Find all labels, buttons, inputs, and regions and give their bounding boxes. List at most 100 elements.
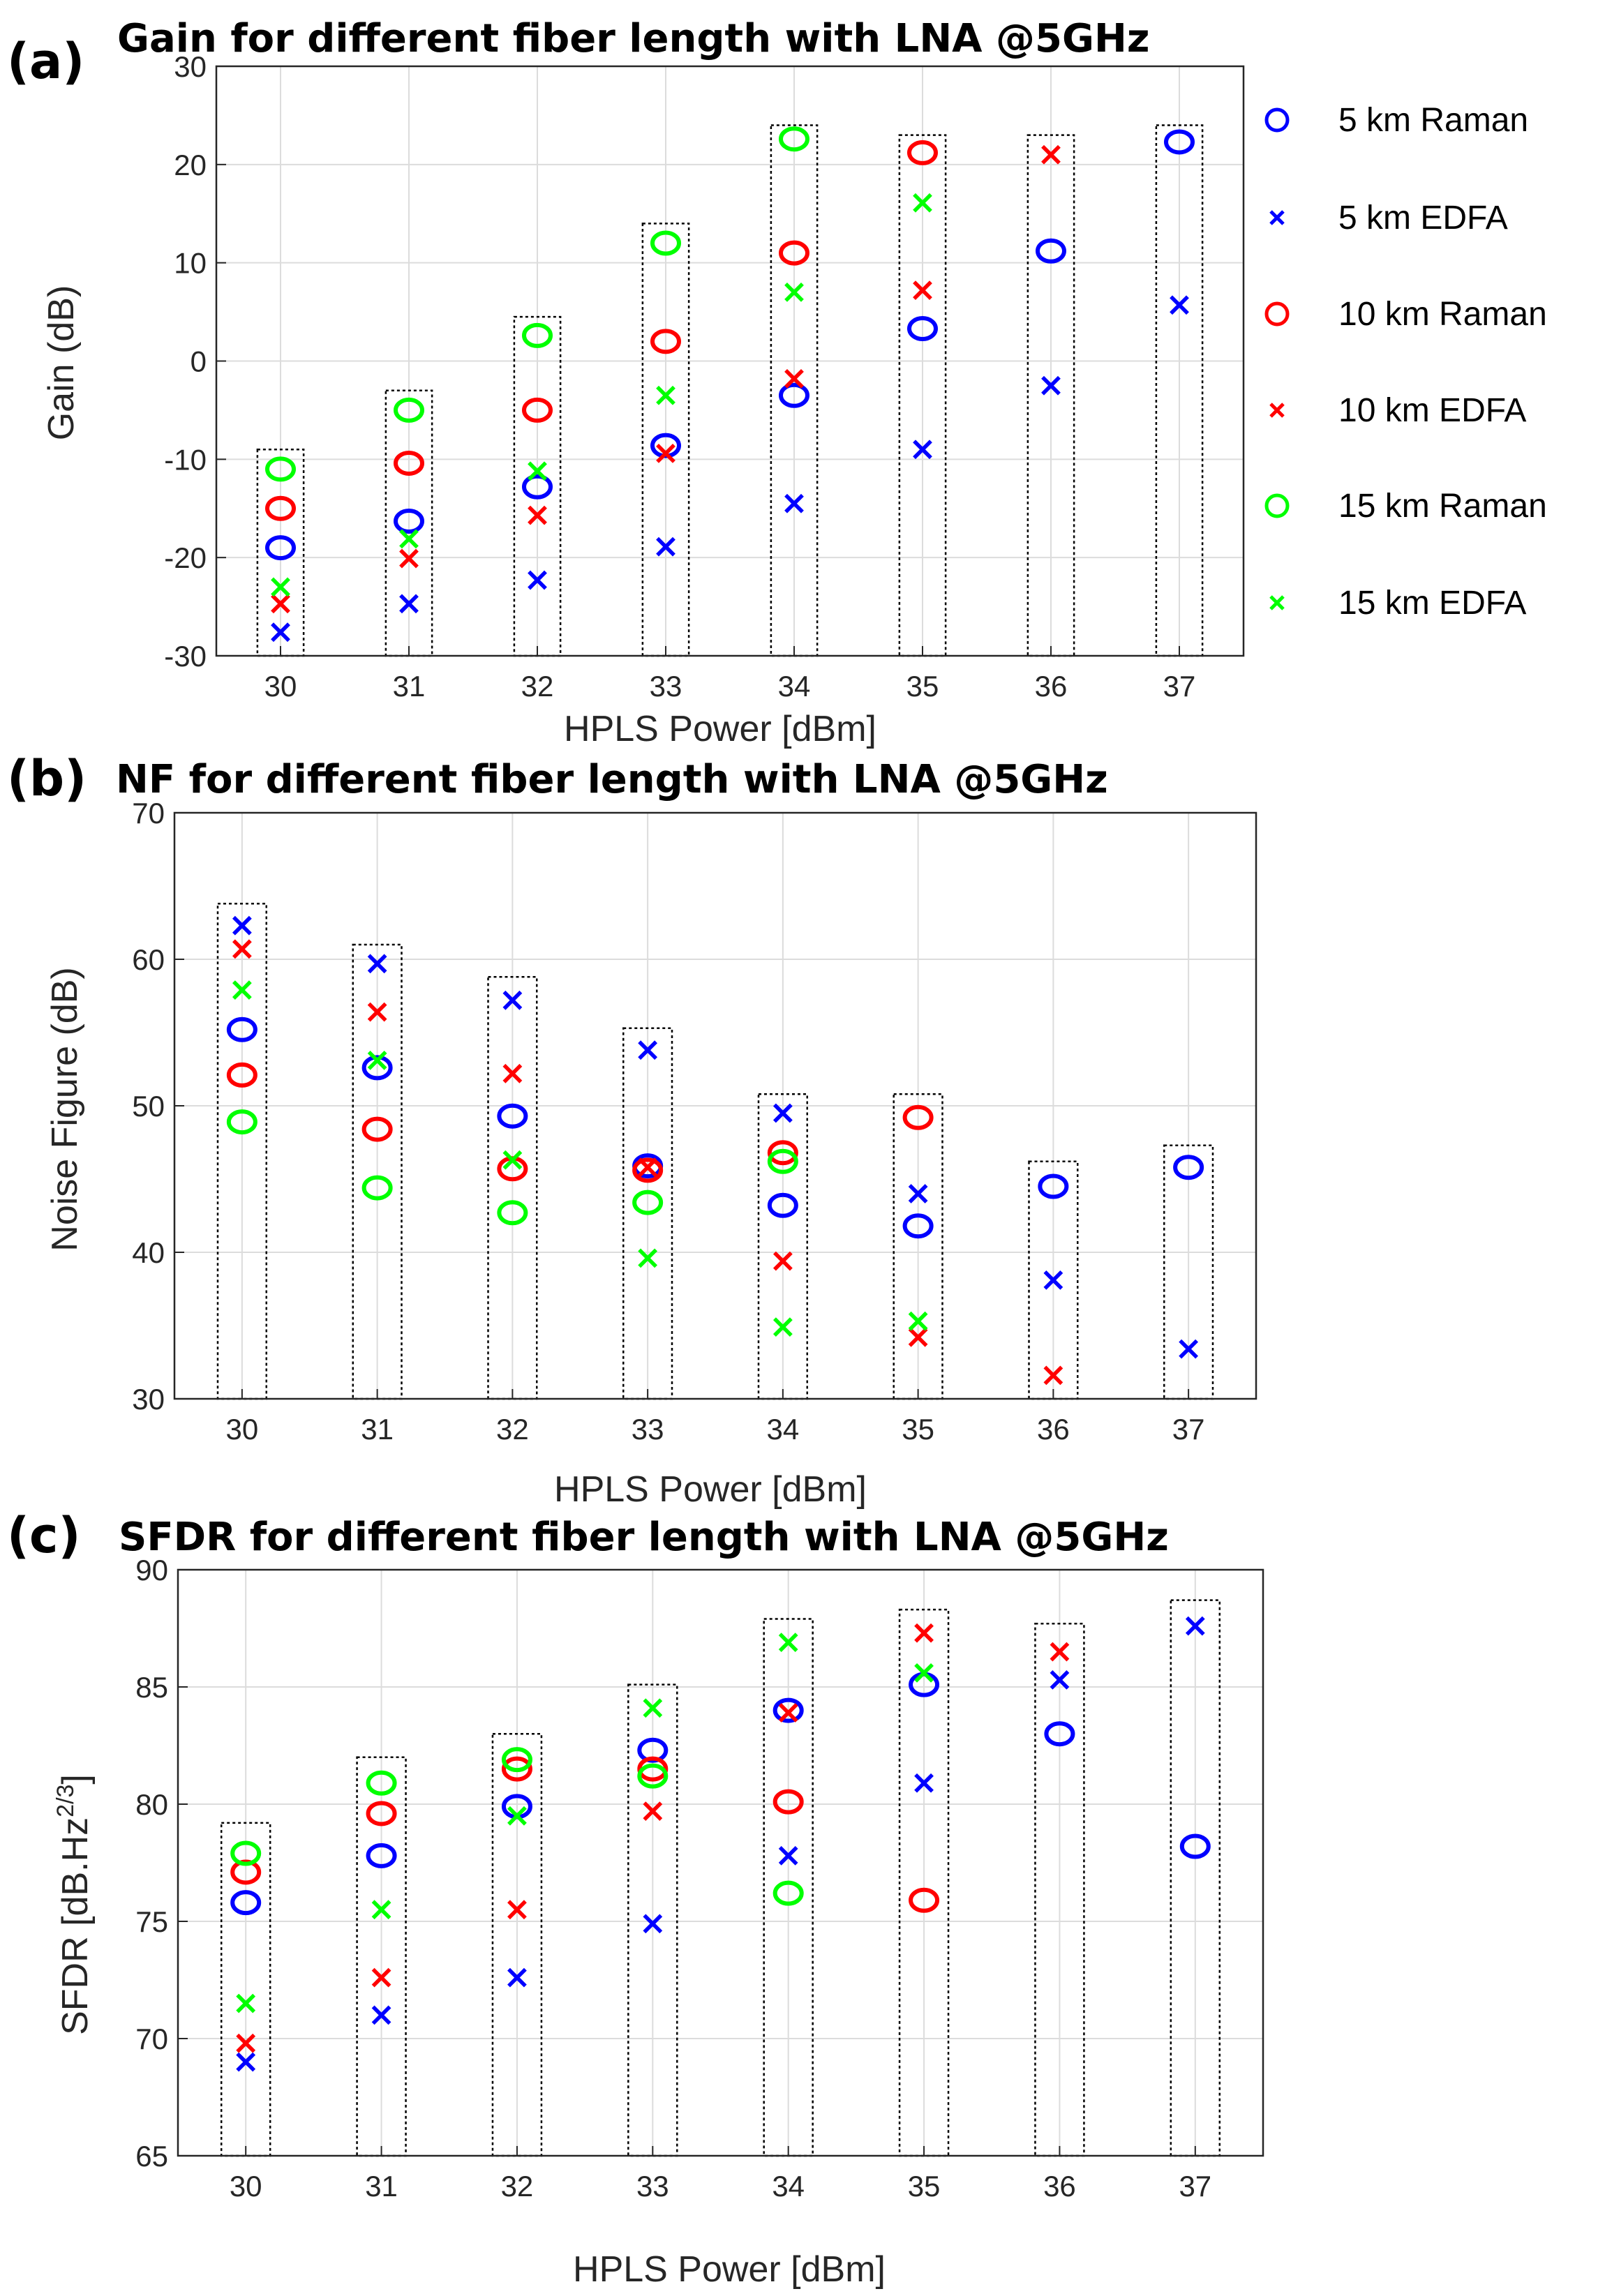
group-box-35 — [893, 1093, 943, 1400]
data-point-5-km-raman — [902, 1213, 934, 1239]
x-tick-label: 31 — [365, 2170, 398, 2203]
data-point-15-km-edfa — [656, 385, 675, 405]
data-point-10-km-raman — [522, 397, 553, 423]
data-point-15-km-edfa — [367, 1051, 387, 1070]
legend: 5 km Raman 5 km EDFA 10 km Raman 10 km EDFA… — [1264, 102, 1547, 622]
legend-item-5-km-edfa: 5 km EDFA — [1269, 200, 1508, 237]
series-10-km-raman — [265, 140, 938, 521]
data-point-5-km-edfa — [271, 622, 290, 643]
data-point-15-km-edfa — [638, 1248, 658, 1268]
y-tick-label: 0 — [191, 345, 207, 378]
x-tick-label: 34 — [778, 670, 811, 703]
data-point-10-km-edfa — [507, 1900, 527, 1920]
group-box-35 — [898, 134, 947, 657]
data-point-5-km-edfa — [232, 915, 252, 936]
group-box-32 — [487, 975, 538, 1400]
series-10-km-edfa — [232, 939, 1063, 1386]
data-point-5-km-raman — [265, 535, 296, 561]
y-tick-label: -20 — [164, 541, 207, 574]
y-tick-label: 85 — [135, 1671, 168, 1704]
series-10-km-raman — [226, 1062, 934, 1183]
data-point-10-km-raman — [265, 495, 296, 521]
data-point-10-km-raman — [909, 1887, 940, 1913]
y-tick-label: -30 — [164, 640, 207, 673]
legend-label: 5 km Raman — [1338, 102, 1528, 139]
data-point-15-km-edfa — [913, 193, 932, 213]
chart-sfdr: (c) SFDR for different fiber length with… — [7, 1507, 1264, 2290]
data-point-10-km-raman — [772, 1789, 804, 1815]
gain-plot-area: -30 -20 -10 0 10 20 30 30 31 32 33 34 35 36 37 — [164, 50, 1245, 703]
data-point-15-km-raman — [394, 397, 424, 423]
series-15-km-raman — [226, 1109, 798, 1226]
sfdr-plot-area: 65 70 75 80 85 90 30 31 32 33 34 35 36 37 — [135, 1554, 1264, 2203]
panel-letter-c: (c) — [7, 1507, 80, 1564]
data-point-10-km-edfa — [778, 1703, 798, 1723]
legend-marker-cross — [1269, 595, 1285, 610]
legend-marker-circle — [1264, 493, 1290, 518]
data-point-10-km-raman — [767, 1140, 798, 1166]
x-tick-label: 35 — [906, 670, 939, 703]
data-point-5-km-edfa — [638, 1040, 658, 1060]
data-point-5-km-raman — [361, 1055, 393, 1081]
y-tick-label: 50 — [132, 1090, 165, 1123]
series-10-km-edfa — [271, 144, 1061, 614]
y-tick-label: 80 — [135, 1788, 168, 1821]
data-point-5-km-edfa — [367, 954, 387, 974]
group-box-31 — [385, 389, 433, 657]
legend-marker-circle — [1264, 107, 1290, 133]
y-tick-label: 40 — [132, 1236, 165, 1269]
data-point-10-km-raman — [361, 1116, 393, 1142]
data-point-15-km-raman — [265, 456, 296, 482]
y-tick-label: 60 — [132, 943, 165, 976]
group-box-32 — [491, 1732, 543, 2157]
data-point-5-km-edfa — [908, 1184, 928, 1203]
data-point-5-km-edfa — [236, 2052, 256, 2072]
data-point-15-km-raman — [632, 1190, 664, 1215]
legend-item-15-km-raman: 15 km Raman — [1264, 488, 1547, 525]
group-box-31 — [356, 1756, 407, 2157]
legend-marker-cross — [1269, 210, 1285, 225]
data-point-15-km-edfa — [502, 1150, 523, 1170]
data-point-15-km-edfa — [784, 283, 804, 302]
data-point-10-km-raman — [394, 450, 424, 476]
data-point-15-km-edfa — [271, 577, 290, 597]
x-tick-label: 32 — [521, 670, 554, 703]
x-tick-label: 33 — [636, 2170, 669, 2203]
data-point-5-km-raman — [1179, 1833, 1211, 1859]
series-5-km-edfa — [232, 915, 1199, 1359]
data-point-5-km-raman — [1036, 238, 1066, 264]
x-tick-label: 32 — [496, 1413, 529, 1446]
x-tick-label: 35 — [902, 1413, 934, 1446]
x-tick-label: 34 — [767, 1413, 800, 1446]
legend-label: 10 km EDFA — [1338, 392, 1526, 429]
data-point-15-km-raman — [767, 1148, 798, 1174]
nf-y-axis-label: Noise Figure (dB) — [45, 967, 85, 1251]
legend-label: 15 km Raman — [1338, 488, 1547, 525]
y-tick-label: 65 — [135, 2140, 168, 2173]
sfdr-plot-background — [178, 1570, 1263, 2156]
data-point-15-km-raman — [361, 1175, 393, 1201]
series-5-km-edfa — [271, 295, 1189, 643]
y-tick-label: 30 — [132, 1383, 165, 1416]
panel-letter-b: (b) — [7, 750, 87, 807]
x-tick-label: 36 — [1043, 2170, 1076, 2203]
chart-gain: (a) Gain for different fiber length with… — [7, 16, 1547, 749]
y-tick-label: 90 — [135, 1554, 168, 1586]
data-point-15-km-raman — [522, 322, 553, 348]
data-point-10-km-edfa — [638, 1157, 658, 1178]
data-point-15-km-edfa — [399, 529, 419, 549]
data-point-10-km-edfa — [232, 939, 252, 959]
data-point-15-km-edfa — [772, 1317, 793, 1337]
data-point-10-km-edfa — [1050, 1642, 1070, 1662]
data-point-5-km-raman — [907, 316, 938, 342]
data-point-15-km-edfa — [507, 1806, 527, 1826]
data-point-10-km-raman — [366, 1801, 397, 1826]
nf-chart-title: NF for different fiber length with LNA @… — [116, 757, 1108, 802]
x-tick-label: 33 — [632, 1413, 664, 1446]
data-point-5-km-raman — [1038, 1173, 1069, 1199]
group-box-34 — [757, 1093, 808, 1400]
data-point-5-km-edfa — [1185, 1616, 1205, 1636]
data-point-15-km-raman — [772, 1880, 804, 1906]
nf-plot-area: 30 40 50 60 70 30 31 32 33 34 35 36 37 — [132, 797, 1257, 1446]
